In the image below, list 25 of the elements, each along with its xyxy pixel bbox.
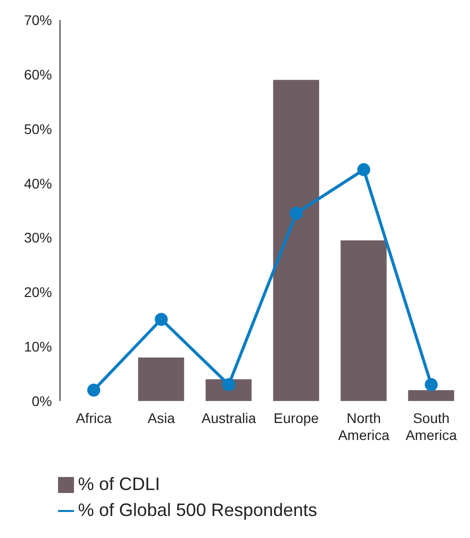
point [290, 206, 303, 220]
y-tick-label: 50% [24, 120, 52, 137]
bar [273, 80, 320, 401]
point [154, 312, 168, 326]
legend-label: % of CDLI [78, 474, 160, 494]
x-tick-label: Asia [148, 410, 176, 426]
x-tick-label: Australia [202, 410, 256, 426]
point [357, 163, 370, 176]
x-tick-label: Europe [274, 410, 320, 426]
point [424, 378, 438, 392]
y-tick-label: 20% [24, 284, 52, 300]
x-tick-label: South America [406, 410, 458, 443]
legend-label: % of Global 500 Respondents [78, 500, 318, 520]
y-tick-label: 40% [24, 175, 52, 192]
x-tick-label: Africa [76, 410, 112, 426]
y-tick-label: 30% [24, 230, 52, 246]
x-tick-label: North America [338, 410, 390, 443]
y-tick-label: 0% [32, 392, 52, 409]
bar [408, 390, 454, 401]
y-tick-label: 10% [24, 338, 52, 355]
point [87, 384, 100, 397]
y-tick-label: 60% [24, 66, 52, 82]
y-tick-label: 70% [24, 12, 52, 28]
bar [138, 357, 184, 401]
bar [340, 240, 387, 401]
